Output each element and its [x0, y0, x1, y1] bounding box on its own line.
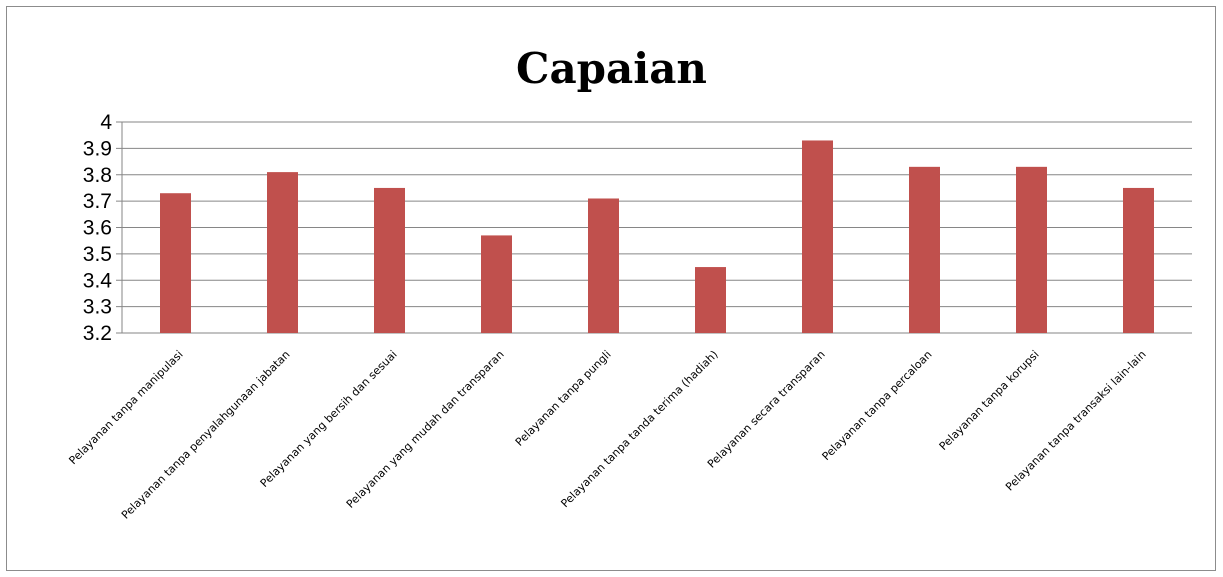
- x-tick-label: Pelayanan tanpa korupsi: [937, 348, 1042, 453]
- bar: [1123, 187, 1154, 333]
- x-tick-label: Pelayanan tanpa percaloan: [819, 348, 934, 463]
- y-tick-label: 3.6: [83, 217, 112, 240]
- y-tick-label: 3.8: [83, 164, 112, 187]
- x-tick-label: Pelayanan secara transparan: [705, 348, 828, 471]
- bar: [802, 140, 833, 333]
- y-tick-label: 3.9: [83, 137, 112, 160]
- bar: [160, 193, 191, 333]
- y-tick-label: 3.4: [83, 269, 113, 292]
- y-tick-label: 3.7: [83, 190, 112, 213]
- y-axis-ticks: 3.2 3.3 3.4 3.5 3.6 3.7 3.8 3.9 4: [83, 111, 113, 345]
- x-tick-label: Pelayanan tanpa penyalahgunaan jabatan: [119, 348, 293, 522]
- x-tick-label: Pelayanan tanpa manipulasi: [66, 348, 185, 467]
- bar: [588, 198, 619, 333]
- bars: [160, 140, 1154, 333]
- bar: [695, 267, 726, 333]
- y-tick-label: 3.2: [83, 322, 112, 345]
- y-tick-label: 3.3: [83, 296, 112, 319]
- x-tick-label: Pelayanan tanpa pungli: [513, 348, 614, 449]
- bar: [374, 187, 405, 333]
- bar: [909, 166, 940, 333]
- bar: [267, 172, 298, 333]
- y-tick-label: 3.5: [83, 243, 112, 266]
- chart-title: Capaian: [516, 44, 707, 93]
- bar: [481, 235, 512, 333]
- y-tick-label: 4: [100, 111, 112, 134]
- bar: [1016, 166, 1047, 333]
